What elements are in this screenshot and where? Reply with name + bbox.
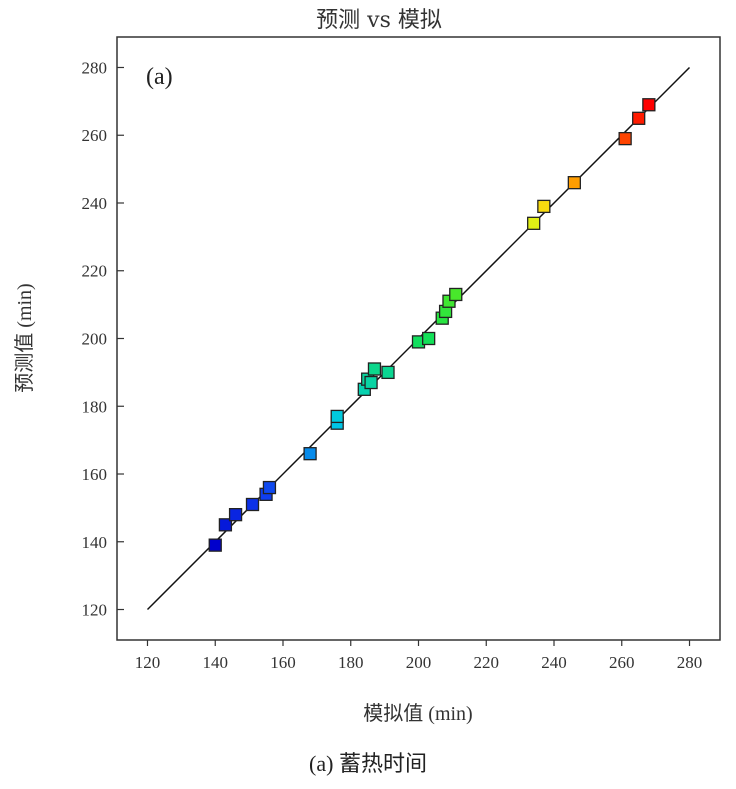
y-axis-label: 预测值 (min): [13, 283, 36, 392]
data-point: [422, 331, 436, 346]
y-tick-label: 220: [82, 262, 108, 281]
chart-title: 预测 vs 模拟: [316, 8, 442, 33]
data-point: [303, 447, 317, 461]
x-tick-label: 160: [270, 653, 296, 672]
x-tick-label: 120: [135, 653, 161, 672]
data-point: [364, 375, 378, 390]
x-tick-label: 180: [338, 653, 364, 672]
y-tick-label: 140: [82, 533, 108, 552]
y-tick-label: 260: [82, 126, 108, 145]
data-points: [208, 98, 656, 552]
data-point: [262, 480, 277, 495]
x-tick-label: 240: [541, 653, 567, 672]
y-tick-label: 160: [82, 465, 108, 484]
y-tick-label: 240: [82, 194, 108, 213]
data-point: [527, 216, 541, 230]
figure-caption: (a) 蓄热时间: [309, 751, 427, 776]
data-point: [642, 98, 656, 112]
y-tick-label: 280: [82, 58, 108, 77]
data-point: [208, 538, 222, 552]
x-tick-label: 260: [609, 653, 635, 672]
data-point: [381, 365, 395, 380]
data-point: [632, 111, 646, 125]
x-tick-label: 200: [406, 653, 432, 672]
data-point: [228, 508, 243, 522]
axis-ticks: 120 140 160 180 200 220 240 260 280 120 140 160 180 2…: [82, 58, 703, 672]
data-point: [245, 497, 260, 512]
data-point: [367, 362, 382, 376]
x-tick-label: 280: [677, 653, 703, 672]
x-tick-label: 220: [474, 653, 500, 672]
y-tick-label: 120: [82, 601, 108, 620]
y-tick-label: 200: [82, 330, 108, 349]
data-point: [567, 176, 581, 190]
panel-annotation: (a): [146, 64, 173, 90]
data-point: [618, 131, 632, 146]
y-tick-label: 180: [82, 397, 108, 416]
data-point: [449, 287, 463, 302]
data-point: [330, 409, 344, 424]
x-axis-label: 模拟值 (min): [363, 702, 472, 725]
x-tick-label: 140: [202, 653, 228, 672]
data-point: [218, 518, 233, 532]
data-point: [537, 199, 551, 214]
